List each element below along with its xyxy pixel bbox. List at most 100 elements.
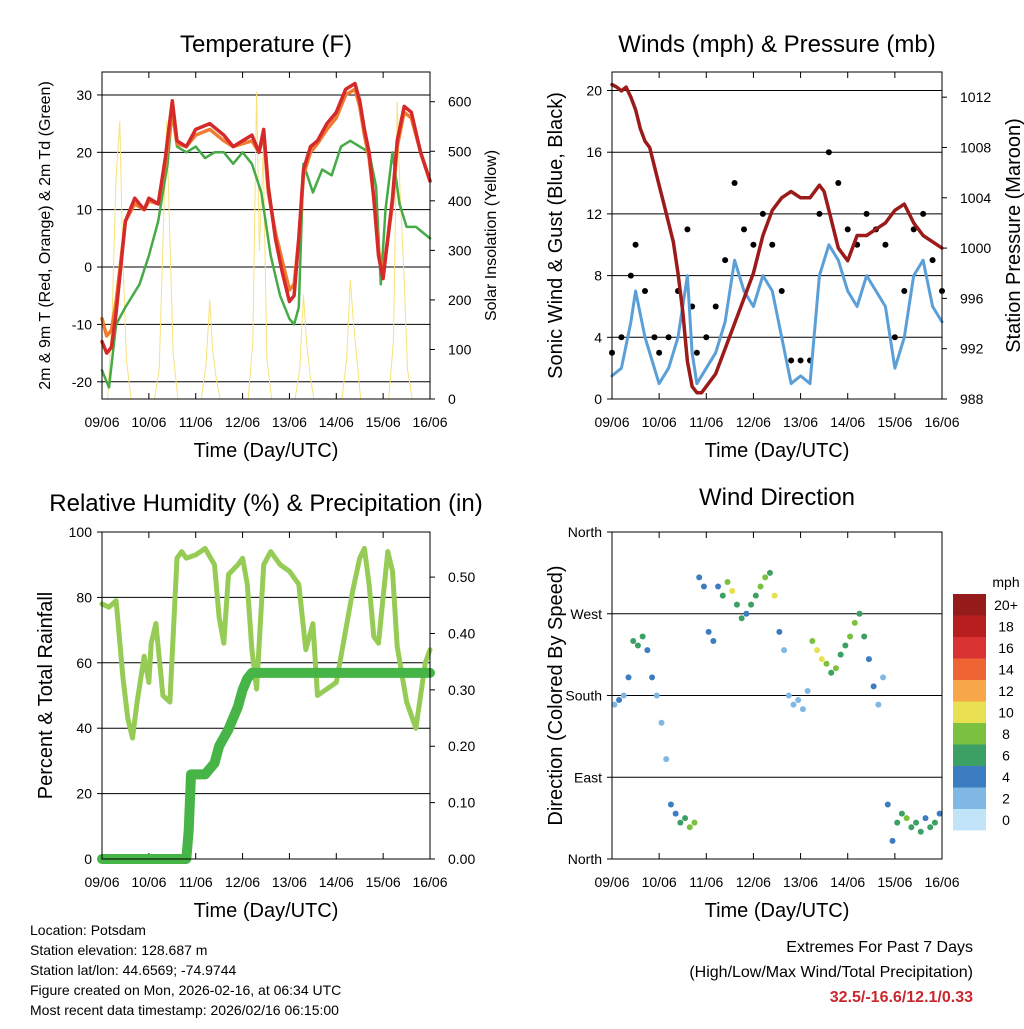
wind-direction-point	[870, 683, 877, 690]
x-tick-label: 10/06	[642, 874, 677, 890]
wind-direction-point	[771, 592, 778, 599]
gust-point	[731, 180, 738, 187]
gust-point	[684, 226, 691, 233]
speed-legend: mph 20+ 18 16 14 12 10 8 6 4 2 0	[953, 574, 1020, 831]
wind-direction-point	[927, 824, 934, 831]
y2-axis-label: Station Pressure (Maroon)	[1003, 118, 1024, 353]
y-tick-label: 60	[76, 655, 92, 671]
y2-tick-label: 1008	[960, 139, 991, 155]
wind-direction-point	[785, 692, 792, 699]
wind-direction-point	[898, 810, 905, 817]
wind-direction-point	[620, 692, 627, 699]
wind-direction-point	[818, 656, 825, 663]
legend-swatch	[953, 615, 986, 637]
gust-point	[816, 210, 823, 217]
wind-direction-point	[917, 828, 924, 835]
gust-point	[722, 257, 729, 264]
legend-label: 8	[1002, 726, 1010, 742]
plot-border	[101, 531, 431, 860]
extremes-values: 32.5/-16.6/12.1/0.33	[829, 989, 973, 1006]
legend-label: 0	[1002, 812, 1010, 828]
wind-direction-point	[667, 801, 674, 808]
legend-swatch	[953, 787, 986, 809]
y2-tick-label: 0.00	[448, 851, 475, 867]
wind-direction-point	[715, 583, 722, 590]
wind-direction-point	[804, 687, 811, 694]
x-tick-label: 16/06	[412, 414, 447, 430]
wind-direction-point	[672, 810, 679, 817]
wind-direction-point	[762, 574, 769, 581]
wind-direction-point	[865, 656, 872, 663]
legend-swatch	[953, 723, 986, 745]
extremes-subtitle: (High/Low/Max Wind/Total Precipitation)	[689, 964, 973, 981]
legend-label: 20+	[994, 597, 1018, 613]
y-tick-label: South	[565, 688, 602, 704]
chart-wind_direction: Wind Direction North East South West North 09/…	[545, 484, 960, 922]
legend-swatch	[953, 680, 986, 702]
legend-swatch	[953, 809, 986, 831]
x-tick-label: 09/06	[84, 874, 119, 890]
legend-label: 16	[998, 640, 1014, 656]
wind-direction-point	[894, 819, 901, 826]
y-tick-label: 0	[594, 391, 602, 407]
station-latlon: Station lat/lon: 44.6569; -74.9744	[30, 962, 237, 978]
chart-winds_pressure: Winds (mph) & Pressure (mb) 0 4 8 12 16 20 988 9…	[545, 31, 1024, 462]
gust-point	[863, 210, 870, 217]
gust-point	[712, 303, 719, 310]
wind-direction-point	[691, 819, 698, 826]
chart-title: Temperature (F)	[180, 31, 352, 58]
y2-tick-label: 1004	[960, 190, 991, 206]
wind-direction-point	[625, 674, 632, 681]
y2-tick-label: 992	[960, 341, 984, 357]
y2-tick-label: 988	[960, 391, 984, 407]
chart-title: Wind Direction	[699, 484, 855, 511]
wind-direction-point	[719, 592, 726, 599]
x-tick-label: 09/06	[594, 414, 629, 430]
wind-direction-point	[757, 583, 764, 590]
legend-swatch	[953, 744, 986, 766]
wind-direction-point	[781, 647, 788, 654]
wind-direction-point	[686, 824, 693, 831]
y-tick-label: 20	[586, 83, 602, 99]
gust-point	[651, 334, 658, 341]
wind-direction-point	[847, 633, 854, 640]
wind-direction-point	[644, 647, 651, 654]
x-tick-label: 14/06	[319, 874, 354, 890]
y2-tick-label: 600	[448, 94, 472, 110]
wind-direction-point	[611, 701, 618, 708]
wind-direction-point	[743, 610, 750, 617]
gust-point	[882, 241, 889, 248]
x-tick-label: 11/06	[179, 874, 213, 890]
x-tick-label: 15/06	[877, 414, 912, 430]
y-tick-label: 8	[594, 268, 602, 284]
gust-point	[627, 272, 634, 279]
y-tick-label: 20	[76, 144, 92, 160]
wind-direction-point	[837, 651, 844, 658]
wind-direction-point	[634, 642, 641, 649]
station-location: Location: Potsdam	[30, 922, 146, 938]
wind-direction-point	[710, 638, 717, 644]
x-tick-label: 11/06	[689, 414, 723, 430]
x-tick-label: 13/06	[272, 414, 307, 430]
y-tick-label: 4	[594, 329, 602, 345]
y2-tick-label: 0.10	[448, 795, 475, 811]
y2-tick-label: 0.30	[448, 682, 475, 698]
wind-direction-point	[908, 824, 915, 831]
y2-tick-label: 0	[448, 391, 456, 407]
plot-border	[611, 531, 943, 860]
y-tick-label: North	[568, 524, 602, 540]
x-tick-label: 12/06	[736, 414, 771, 430]
extremes-block: Extremes For Past 7 Days (High/Low/Max W…	[689, 935, 973, 1010]
y2-tick-label: 0.50	[448, 569, 475, 585]
x-tick-label: 15/06	[877, 874, 912, 890]
gust-point	[759, 210, 766, 217]
wind-direction-point	[913, 819, 920, 826]
wind-direction-point	[616, 697, 623, 704]
y2-tick-label: 500	[448, 143, 472, 159]
legend-label: 18	[998, 619, 1014, 635]
y-axis-label: Direction (Colored By Speed)	[545, 565, 567, 825]
wind-direction-point	[861, 633, 868, 640]
y2-tick-label: 300	[448, 242, 472, 258]
y2-tick-label: 0.20	[448, 738, 475, 754]
